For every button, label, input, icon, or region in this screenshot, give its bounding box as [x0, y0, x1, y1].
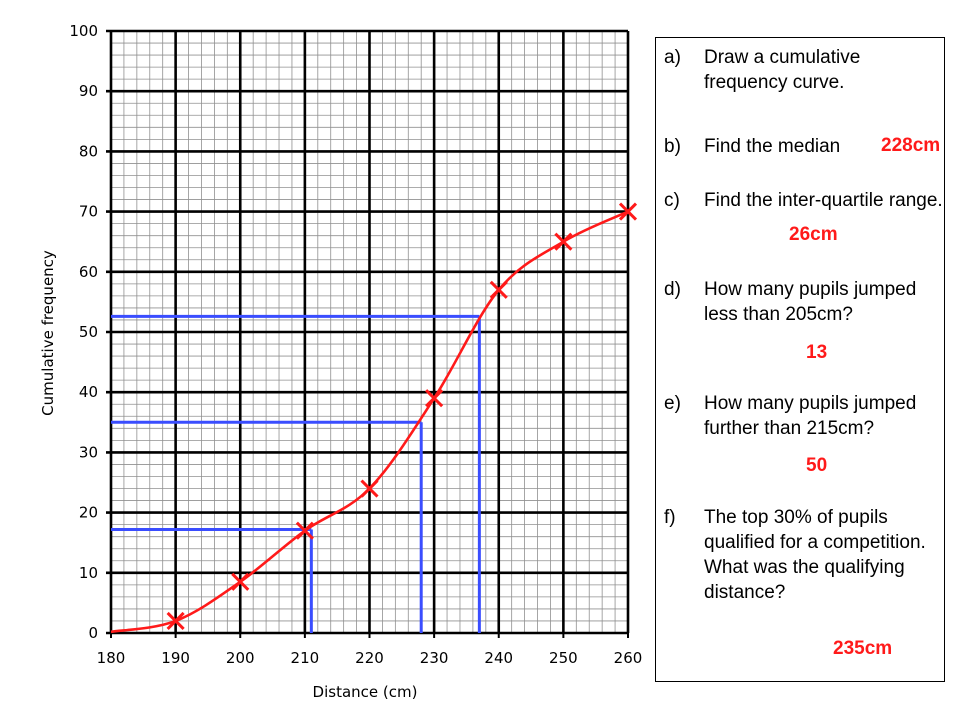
y-tick-label: 30 [79, 443, 98, 461]
data-point-marker [618, 202, 638, 221]
question-letter: c) [664, 190, 680, 211]
data-point-markers [166, 202, 638, 631]
y-tick-label: 70 [79, 203, 98, 221]
y-tick-label: 80 [79, 142, 98, 160]
data-point-marker [554, 232, 573, 251]
marker-stroke [231, 572, 250, 591]
cumulative-frequency-chart: 180 190 200 210 220 230 240 250 260 0 10 20 30 40 50 6… [39, 22, 643, 701]
x-tick-label: 240 [484, 649, 513, 667]
question-letter: b) [664, 136, 681, 157]
question-letter: e) [664, 393, 681, 414]
y-tick-label: 50 [79, 323, 98, 341]
question-d: d) How many pupils jumped less than 205c… [664, 277, 916, 325]
question-e: e) How many pupils jumped further than 2… [664, 391, 916, 439]
marker-stroke [295, 521, 314, 540]
answer-iqr: 26cm [789, 224, 838, 245]
data-point-marker [360, 479, 379, 498]
answer-less-than-205: 13 [806, 342, 828, 363]
questions-panel: a) Draw a cumulative frequency curve. b)… [655, 37, 945, 682]
y-tick-label: 0 [88, 624, 98, 642]
y-tick-labels: 0 10 20 30 40 50 60 70 80 90 100 [69, 22, 98, 642]
data-point-marker [166, 611, 185, 631]
x-tick-labels: 180 190 200 210 220 230 240 250 260 [97, 649, 643, 667]
x-tick-label: 250 [549, 649, 578, 667]
question-letter: a) [664, 47, 681, 68]
data-point-marker [425, 389, 444, 408]
question-letter: f) [664, 507, 676, 528]
y-tick-label: 40 [79, 383, 98, 401]
x-tick-label: 230 [420, 649, 449, 667]
data-point-marker [231, 572, 250, 591]
question-f: f) The top 30% of pupils qualified for a… [664, 505, 926, 603]
x-tick-label: 220 [355, 649, 384, 667]
marker-stroke [425, 389, 444, 408]
answer-further-than-215: 50 [806, 455, 828, 476]
y-axis-label: Cumulative frequency [39, 250, 57, 416]
marker-stroke [166, 611, 185, 631]
y-tick-label: 10 [79, 564, 98, 582]
x-tick-label: 190 [161, 649, 190, 667]
major-gridlines [106, 29, 630, 638]
x-tick-label: 260 [614, 649, 643, 667]
x-tick-label: 180 [97, 649, 126, 667]
question-a: a) Draw a cumulative frequency curve. [664, 45, 860, 93]
question-c: c) Find the inter-quartile range. [664, 188, 943, 213]
data-point-marker [489, 280, 508, 299]
x-tick-label: 210 [291, 649, 320, 667]
x-axis-label: Distance (cm) [313, 683, 418, 701]
reading-lines [111, 314, 481, 633]
question-text: Find the median [704, 136, 841, 157]
y-tick-label: 100 [69, 22, 98, 40]
data-point-marker [295, 521, 314, 540]
x-tick-label: 200 [226, 649, 255, 667]
question-b: b) Find the median [664, 134, 840, 159]
y-tick-label: 90 [79, 82, 98, 100]
y-tick-label: 20 [79, 504, 98, 522]
marker-stroke [489, 280, 508, 299]
answer-median: 228cm [881, 135, 941, 156]
y-tick-label: 60 [79, 263, 98, 281]
question-text: Find the inter-quartile range. [704, 190, 943, 211]
question-text: The top 30% of pupils qualified for a co… [704, 507, 926, 603]
answer-qualifying: 235cm [833, 638, 893, 659]
question-text: Draw a cumulative frequency curve. [704, 47, 861, 93]
question-text: How many pupils jumped further than 215c… [704, 393, 917, 439]
marker-stroke [360, 479, 379, 498]
question-text: How many pupils jumped less than 205cm? [704, 279, 917, 325]
marker-stroke [554, 232, 573, 251]
question-letter: d) [664, 279, 681, 300]
marker-stroke [618, 202, 638, 221]
cumulative-frequency-curve [110, 210, 629, 634]
